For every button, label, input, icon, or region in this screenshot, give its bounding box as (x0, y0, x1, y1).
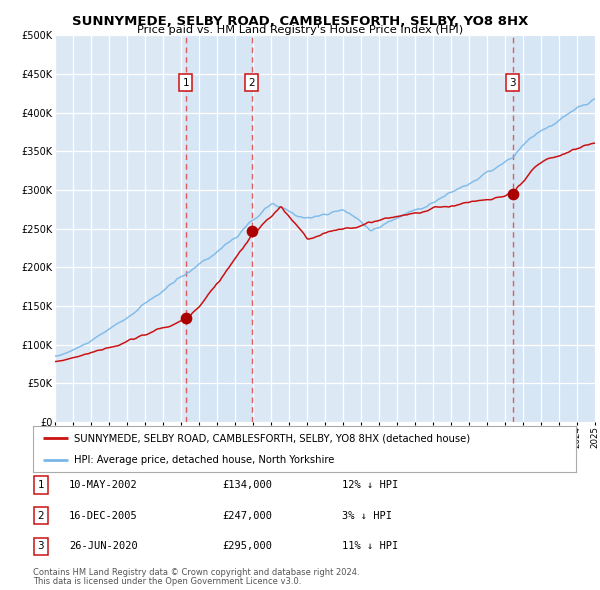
Text: 10-MAY-2002: 10-MAY-2002 (69, 480, 138, 490)
Text: £295,000: £295,000 (222, 542, 272, 551)
Text: 11% ↓ HPI: 11% ↓ HPI (342, 542, 398, 551)
Point (508, 189, 517, 199)
Text: 16-DEC-2005: 16-DEC-2005 (69, 511, 138, 520)
Text: 3% ↓ HPI: 3% ↓ HPI (342, 511, 392, 520)
Point (247, 226, 256, 235)
Text: 2: 2 (37, 511, 44, 520)
Text: HPI: Average price, detached house, North Yorkshire: HPI: Average price, detached house, Nort… (74, 454, 334, 464)
Text: Contains HM Land Registry data © Crown copyright and database right 2024.: Contains HM Land Registry data © Crown c… (33, 568, 359, 576)
Text: 3: 3 (509, 77, 516, 87)
Text: SUNNYMEDE, SELBY ROAD, CAMBLESFORTH, SELBY, YO8 8HX (detached house): SUNNYMEDE, SELBY ROAD, CAMBLESFORTH, SEL… (74, 434, 470, 444)
Text: 12% ↓ HPI: 12% ↓ HPI (342, 480, 398, 490)
Text: 26-JUN-2020: 26-JUN-2020 (69, 542, 138, 551)
Bar (251, 35, 512, 422)
Text: 2: 2 (248, 77, 255, 87)
Text: 1: 1 (37, 480, 44, 490)
Point (181, 313, 190, 323)
Text: Price paid vs. HM Land Registry's House Price Index (HPI): Price paid vs. HM Land Registry's House … (137, 25, 463, 35)
Bar (512, 35, 595, 422)
Bar (185, 35, 251, 422)
Text: 3: 3 (37, 542, 44, 551)
Text: £247,000: £247,000 (222, 511, 272, 520)
Text: SUNNYMEDE, SELBY ROAD, CAMBLESFORTH, SELBY, YO8 8HX: SUNNYMEDE, SELBY ROAD, CAMBLESFORTH, SEL… (72, 15, 528, 28)
Text: This data is licensed under the Open Government Licence v3.0.: This data is licensed under the Open Gov… (33, 577, 301, 586)
Text: 1: 1 (182, 77, 189, 87)
Text: £134,000: £134,000 (222, 480, 272, 490)
